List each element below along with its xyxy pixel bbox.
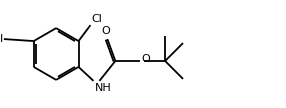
Text: I: I bbox=[0, 34, 3, 44]
Text: NH: NH bbox=[94, 83, 111, 93]
Text: Cl: Cl bbox=[92, 14, 102, 24]
Text: O: O bbox=[101, 26, 110, 36]
Text: O: O bbox=[141, 54, 150, 64]
